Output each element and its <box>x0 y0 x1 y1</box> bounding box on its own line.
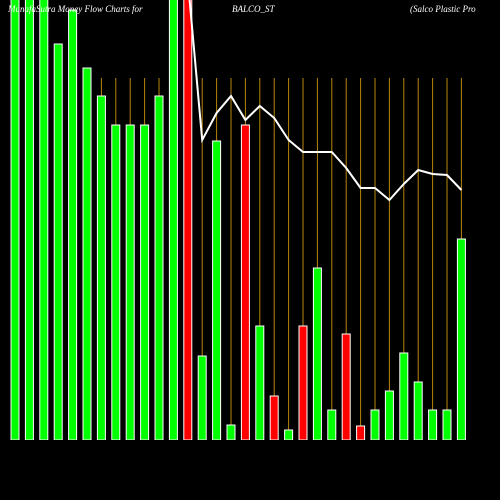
bar <box>298 325 308 440</box>
bar <box>212 140 222 440</box>
bar <box>10 0 20 440</box>
bar <box>53 43 63 440</box>
bar <box>370 409 380 440</box>
bar <box>413 381 423 440</box>
bar <box>183 0 193 440</box>
bar <box>125 124 135 440</box>
bar <box>284 429 294 440</box>
bar <box>399 352 409 440</box>
bar <box>68 9 78 440</box>
bar <box>140 124 150 440</box>
bar <box>384 390 394 440</box>
bar <box>456 238 466 440</box>
bar <box>226 424 236 440</box>
bar <box>39 0 49 440</box>
chart-title: BALCO_ST <box>232 4 276 14</box>
bar <box>356 425 366 440</box>
chart-title: (Salco Plastic Pro <box>410 4 476 14</box>
bar <box>240 124 250 440</box>
bar <box>82 67 92 440</box>
bar <box>255 325 265 440</box>
bar <box>197 355 207 440</box>
bar <box>312 267 322 440</box>
price-line <box>188 0 463 202</box>
bar <box>24 0 34 440</box>
bar <box>96 95 106 440</box>
bar <box>327 409 337 440</box>
bar <box>442 409 452 440</box>
bar <box>269 395 279 440</box>
bar <box>428 409 438 440</box>
bar <box>341 333 351 440</box>
chart-title: MunafaSutra Money Flow Charts for <box>7 4 143 14</box>
bar <box>154 95 164 440</box>
bar <box>111 124 121 440</box>
bar <box>168 0 178 440</box>
